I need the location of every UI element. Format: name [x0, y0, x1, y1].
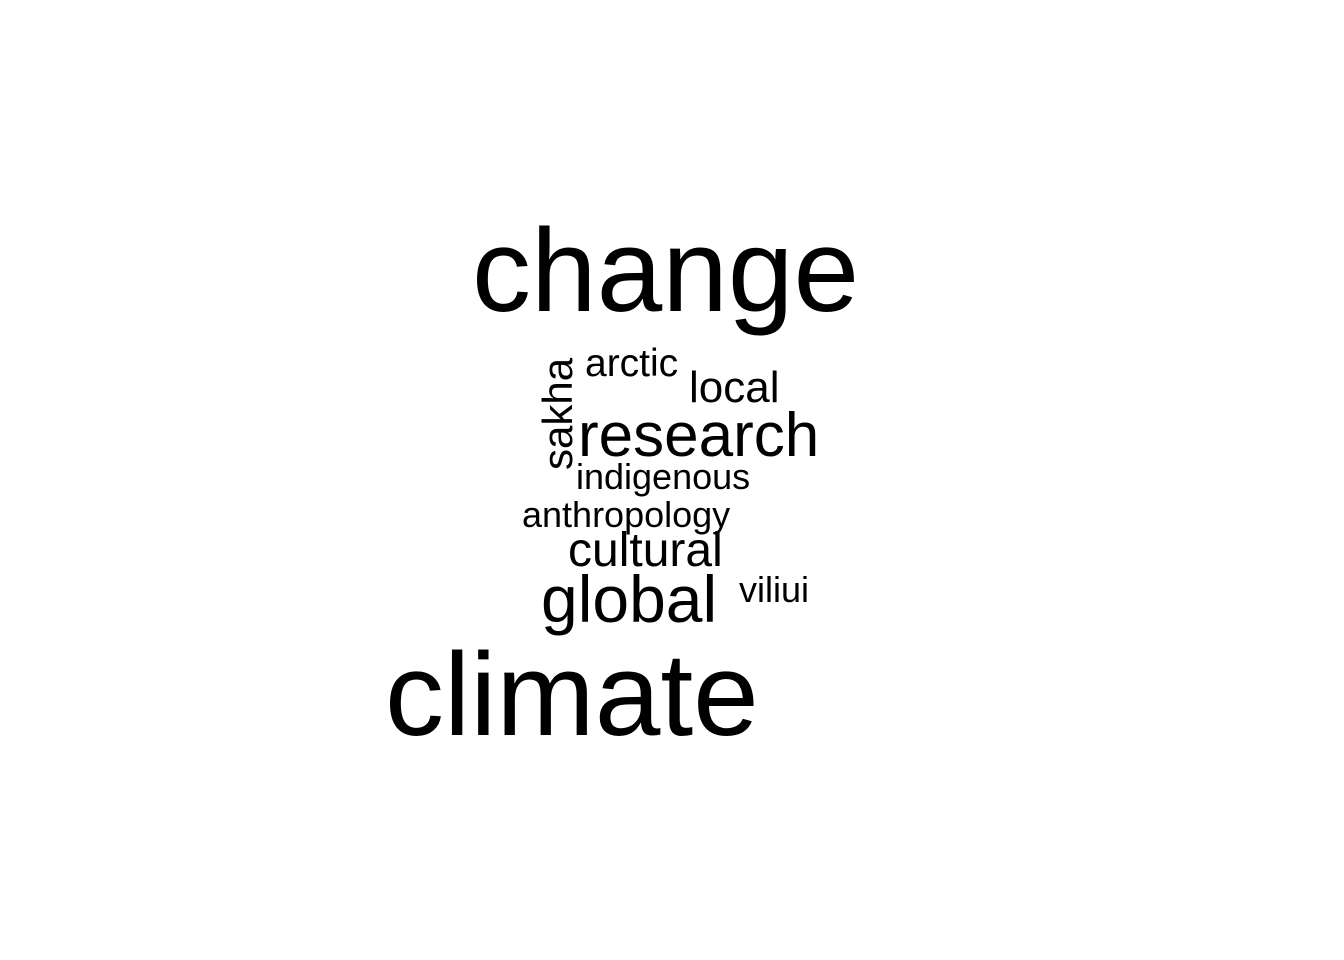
word-change: change [472, 205, 860, 337]
word-anthropology: anthropology [522, 494, 731, 535]
word-sakha: sakha [534, 357, 581, 470]
word-indigenous: indigenous [576, 456, 751, 497]
word-climate: climate [385, 629, 759, 761]
word-global: global [541, 562, 718, 636]
word-arctic: arctic [585, 342, 679, 385]
word-cultural: cultural [568, 524, 723, 577]
word-viliui: viliui [739, 569, 810, 610]
word-research: research [578, 401, 820, 470]
word-local: local [689, 363, 780, 412]
